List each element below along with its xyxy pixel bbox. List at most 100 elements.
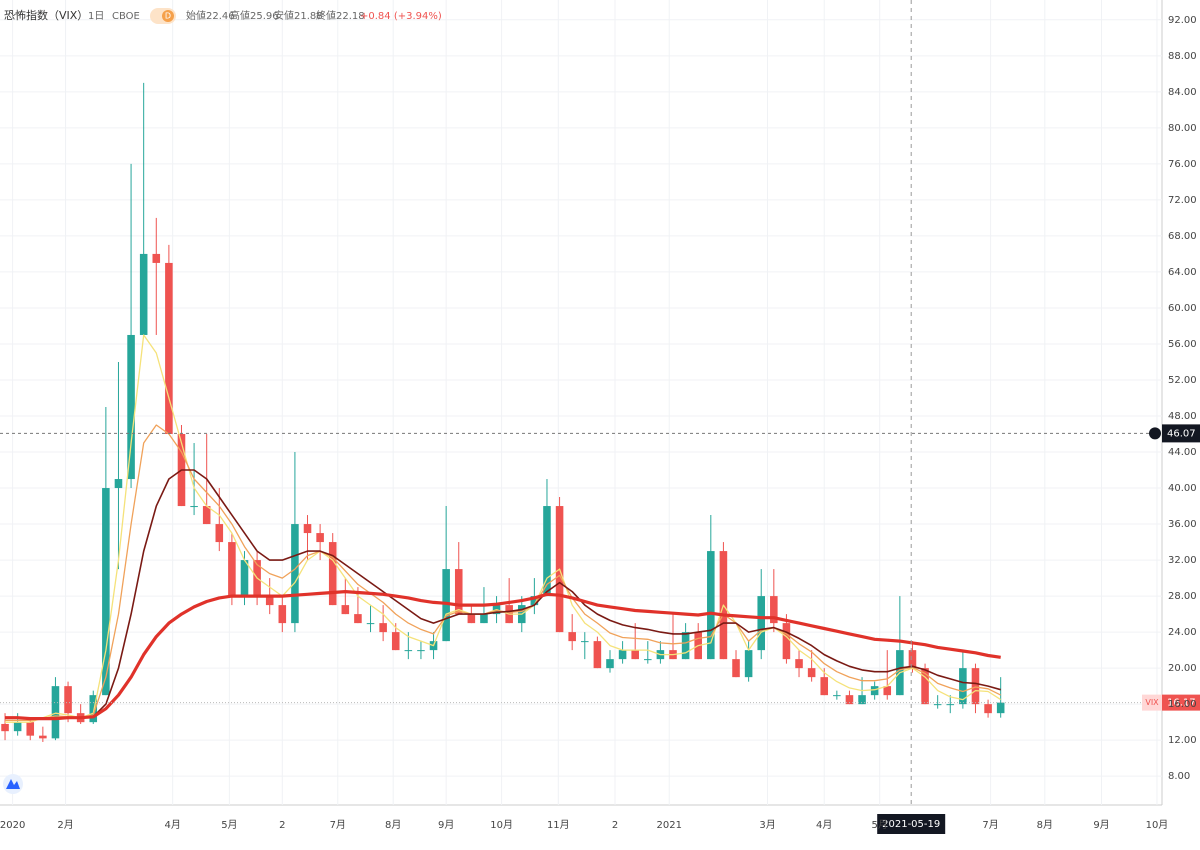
candle-body	[190, 506, 198, 508]
candle-body	[543, 506, 551, 597]
marks	[1, 82, 1005, 742]
crosshair-y-label-bg	[1162, 424, 1200, 443]
candle-body	[870, 686, 879, 696]
candle-body	[858, 695, 866, 705]
candle-body	[568, 632, 576, 642]
candle-body	[959, 668, 967, 705]
y-tick-label: 20.00	[1168, 663, 1197, 674]
candle-body	[921, 668, 929, 705]
x-tick-label: 4月	[816, 819, 832, 831]
candle-body	[442, 569, 450, 642]
candle-body	[984, 704, 992, 714]
candle-body	[202, 506, 211, 525]
ohlc-low: 安値21.88	[274, 9, 323, 22]
candle-body	[883, 686, 892, 696]
y-tick-label: 68.00	[1168, 231, 1197, 242]
crosshair-x-label-bg	[877, 814, 946, 834]
candle-body	[1, 723, 9, 732]
price-label: 16.17	[1167, 698, 1196, 709]
x-tick-label: 3月	[759, 819, 775, 831]
x-tick-label: 2020	[0, 820, 25, 831]
candle-body	[102, 488, 110, 696]
ohlc-close: 終値22.18	[316, 9, 365, 22]
candle-body	[530, 596, 539, 606]
candle-body	[480, 614, 488, 624]
y-tick-label: 60.00	[1168, 303, 1197, 314]
ohlc-open: 始値22.46	[186, 9, 235, 22]
badge: D	[165, 12, 171, 21]
y-tick-label: 76.00	[1168, 159, 1197, 170]
header: 恐怖指数（VIX） 1日 CBOE D 始値22.46 高値25.96 安値21…	[4, 8, 442, 24]
candle-body	[908, 650, 917, 669]
y-tick-label: 52.00	[1168, 375, 1197, 386]
moving-average-line	[5, 469, 1001, 720]
logo	[3, 774, 23, 794]
y-tick-label: 88.00	[1168, 51, 1197, 62]
candle-body	[26, 722, 35, 736]
candle-body	[757, 596, 766, 651]
chart-title: 恐怖指数（VIX）	[4, 8, 88, 22]
candle-body	[996, 702, 1005, 714]
candle-body	[845, 695, 854, 705]
y-tick-label: 12.00	[1168, 735, 1197, 746]
candle-body	[354, 614, 362, 624]
candle-body	[89, 695, 98, 723]
candle-body	[303, 524, 312, 534]
candle-body	[13, 722, 22, 732]
y-tick-label: 32.00	[1168, 555, 1197, 566]
candle-body	[454, 569, 463, 615]
x-tick-label: 9月	[438, 819, 454, 831]
candle-body	[833, 695, 841, 697]
y-tick-label: 84.00	[1168, 87, 1197, 98]
candle-body	[341, 605, 350, 615]
candle-body	[291, 524, 299, 624]
price-label-name: VIX	[1145, 698, 1159, 707]
candle-body	[165, 262, 173, 435]
x-tick-label: 11月	[547, 819, 570, 831]
candle-body	[51, 686, 60, 739]
candle-body	[681, 632, 690, 660]
ohlc-high: 高値25.96	[230, 9, 279, 22]
candle-body	[139, 253, 148, 335]
candle-body	[807, 668, 816, 678]
candle-body	[328, 542, 337, 606]
y-tick-label: 16.00	[1168, 699, 1197, 710]
y-tick-label: 72.00	[1168, 195, 1197, 206]
candle-body	[971, 668, 980, 705]
y-tick-label: 36.00	[1168, 519, 1197, 530]
candle-body	[631, 650, 639, 660]
candle-body	[770, 596, 778, 624]
x-tick-label: 2021	[656, 820, 681, 831]
grid	[0, 0, 1162, 805]
y-tick-label: 40.00	[1168, 483, 1197, 494]
candle-body	[644, 659, 652, 661]
x-tick-label: 2月	[57, 819, 73, 831]
y-tick-label: 64.00	[1168, 267, 1197, 278]
candle-body	[114, 479, 123, 489]
exchange: CBOE	[112, 11, 140, 22]
x-tick-label: 8月	[1037, 819, 1053, 831]
y-tick-label: 56.00	[1168, 339, 1197, 350]
candle-body	[366, 623, 375, 625]
ohlc-change: +0.84 (+3.94%)	[360, 11, 442, 22]
y-tick-label: 44.00	[1168, 447, 1197, 458]
badge-dot	[162, 10, 174, 22]
y-tick-label: 28.00	[1168, 591, 1197, 602]
candle-body	[618, 650, 627, 660]
x-tick-label: 7月	[330, 819, 346, 831]
x-tick-label: 2	[279, 820, 285, 831]
x-tick-label: 5月	[872, 819, 888, 831]
y-tick-label: 92.00	[1168, 15, 1197, 26]
x-tick-label: 2	[612, 820, 618, 831]
candle-body	[946, 704, 955, 706]
candle-body	[820, 677, 829, 696]
candle-body	[228, 542, 236, 597]
logo-icon	[6, 779, 20, 789]
x-tick-label: 10月	[490, 819, 513, 831]
candle-body	[933, 704, 942, 706]
x-tick-label: 5月	[221, 819, 237, 831]
price-label-bg	[1162, 694, 1200, 711]
crosshair-y-label: 46.07	[1167, 428, 1196, 439]
